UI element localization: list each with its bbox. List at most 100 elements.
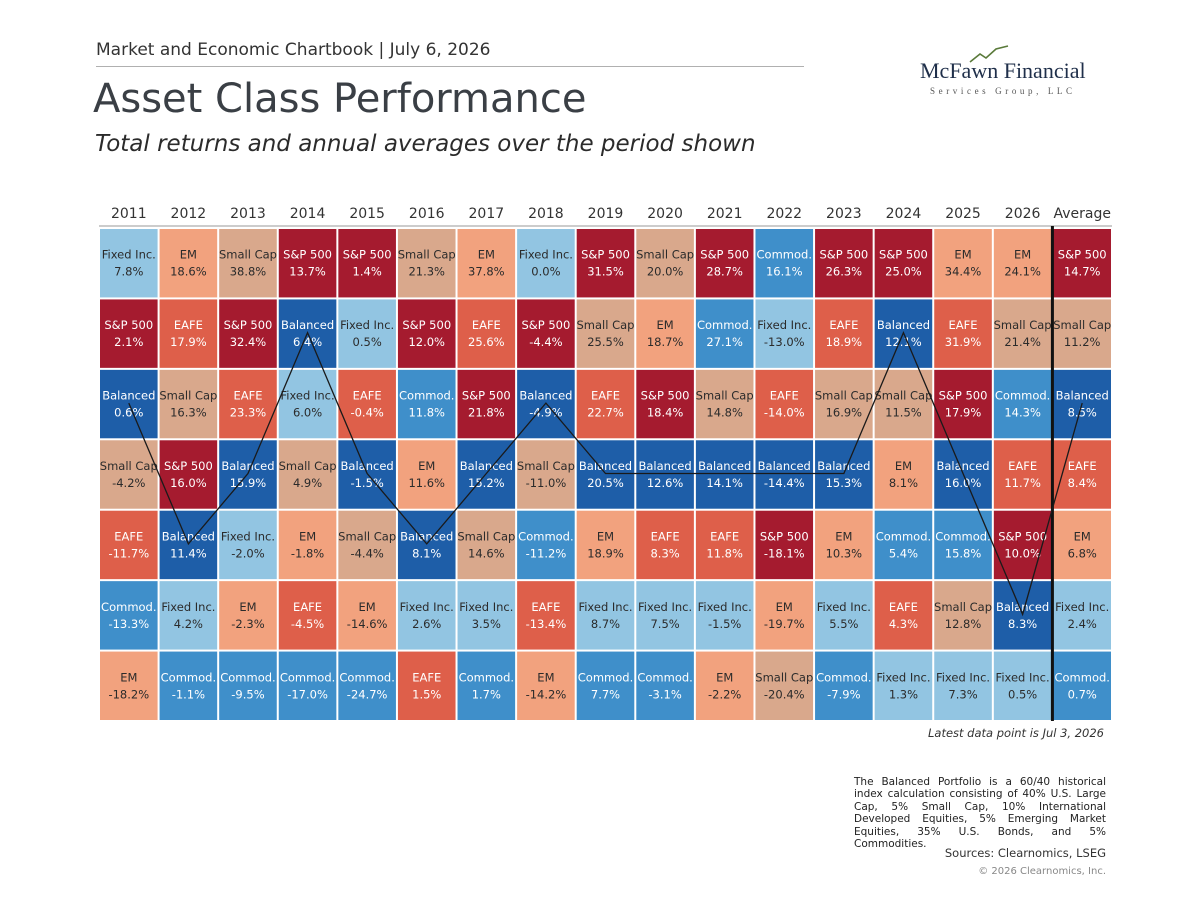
cell-label: Fixed Inc. xyxy=(340,318,394,332)
cell-value: 8.7% xyxy=(591,617,620,631)
cell-label: EM xyxy=(1014,248,1031,262)
cell xyxy=(874,651,933,720)
cell-value: 18.9% xyxy=(826,335,863,349)
column-header: 2026 xyxy=(1005,206,1041,222)
cell-value: 25.5% xyxy=(587,335,624,349)
cell xyxy=(576,510,635,580)
cell-label: Fixed Inc. xyxy=(519,248,573,262)
cell-label: Fixed Inc. xyxy=(817,600,871,614)
cell-label: Balanced xyxy=(579,459,632,473)
cell-label: Balanced xyxy=(341,459,394,473)
cell xyxy=(397,369,456,439)
cell xyxy=(755,440,814,509)
cell-value: 31.9% xyxy=(945,335,982,349)
cell-value: 2.4% xyxy=(1068,617,1097,631)
cell xyxy=(636,299,694,368)
cell-value: 7.3% xyxy=(948,687,977,701)
cell-label: S&P 500 xyxy=(819,248,868,262)
cell xyxy=(636,440,694,509)
cell-value: 12.6% xyxy=(647,476,684,490)
cell-value: -14.0% xyxy=(764,406,805,420)
column-header: 2023 xyxy=(826,206,862,222)
cell-value: 5.5% xyxy=(829,617,858,631)
cell-label: S&P 500 xyxy=(760,529,809,543)
cell xyxy=(1053,440,1111,509)
cell-value: 14.1% xyxy=(706,476,743,490)
cell-label: EAFE xyxy=(651,529,680,543)
cell xyxy=(934,581,992,650)
cell-label: EM xyxy=(120,670,137,684)
cell-value: -1.8% xyxy=(291,546,324,560)
cell-value: -19.7% xyxy=(764,617,805,631)
cell-label: Balanced xyxy=(1056,389,1109,403)
cell-value: 8.5% xyxy=(1068,406,1097,420)
cell-label: Commod. xyxy=(578,670,633,684)
balanced-note: The Balanced Portfolio is a 60/40 histor… xyxy=(854,776,1106,851)
cell xyxy=(993,369,1052,439)
cell-value: 38.8% xyxy=(230,265,267,279)
cell-label: EM xyxy=(597,529,614,543)
cell xyxy=(934,229,992,298)
cell-label: Fixed Inc. xyxy=(280,389,334,403)
cell xyxy=(695,581,754,650)
sources: Sources: Clearnomics, LSEG xyxy=(944,846,1106,860)
cell-label: Small Cap xyxy=(398,248,456,262)
cell xyxy=(517,299,575,368)
cell-value: 24.1% xyxy=(1004,265,1041,279)
cell-label: S&P 500 xyxy=(939,389,988,403)
cell-value: 1.7% xyxy=(472,687,501,701)
cell-value: 14.8% xyxy=(706,406,743,420)
title: Asset Class Performance xyxy=(93,76,587,122)
cell xyxy=(219,369,277,439)
column-header: 2012 xyxy=(171,206,207,222)
cell xyxy=(159,651,218,720)
cell-value: -9.5% xyxy=(231,687,264,701)
cell-label: EAFE xyxy=(829,318,858,332)
cell xyxy=(695,369,754,439)
cell-value: 15.2% xyxy=(468,476,505,490)
cell-value: 8.1% xyxy=(889,476,918,490)
cell-value: 11.8% xyxy=(706,546,743,560)
column-header: 2014 xyxy=(290,206,326,222)
cell-value: -2.3% xyxy=(231,617,264,631)
logo-name: McFawn Financial xyxy=(920,58,1086,83)
cell-value: 1.3% xyxy=(889,687,918,701)
cell xyxy=(636,510,694,580)
cell-value: 17.9% xyxy=(945,406,982,420)
cell xyxy=(100,229,158,298)
cell-label: EM xyxy=(1074,529,1091,543)
cell-value: 4.9% xyxy=(293,476,322,490)
cell-value: 10.3% xyxy=(826,546,863,560)
cell xyxy=(695,299,754,368)
cell-value: 25.6% xyxy=(468,335,505,349)
cell-label: Fixed Inc. xyxy=(876,670,930,684)
cell xyxy=(815,229,873,298)
cell-label: Balanced xyxy=(698,459,751,473)
cell xyxy=(457,299,516,368)
cell xyxy=(278,651,337,720)
cell xyxy=(755,229,814,298)
cell-label: Small Cap xyxy=(100,459,158,473)
cell xyxy=(993,651,1052,720)
cell-value: -14.4% xyxy=(764,476,805,490)
cell-label: S&P 500 xyxy=(343,248,392,262)
cell xyxy=(517,651,575,720)
cell-value: 18.7% xyxy=(647,335,684,349)
cell-label: EM xyxy=(895,459,912,473)
cell-label: EAFE xyxy=(412,670,441,684)
cell-label: S&P 500 xyxy=(581,248,630,262)
cell-label: EAFE xyxy=(114,529,143,543)
cell-label: S&P 500 xyxy=(522,318,571,332)
cell-label: Fixed Inc. xyxy=(638,600,692,614)
cell-label: EAFE xyxy=(472,318,501,332)
cell-value: 21.8% xyxy=(468,406,505,420)
cell xyxy=(517,440,575,509)
cell-value: 16.0% xyxy=(170,476,207,490)
column-header: 2016 xyxy=(409,206,445,222)
cell xyxy=(338,510,396,580)
cell-label: Commod. xyxy=(816,670,871,684)
cell-label: Commod. xyxy=(637,670,692,684)
cell xyxy=(1053,510,1111,580)
cell-label: EM xyxy=(656,318,673,332)
